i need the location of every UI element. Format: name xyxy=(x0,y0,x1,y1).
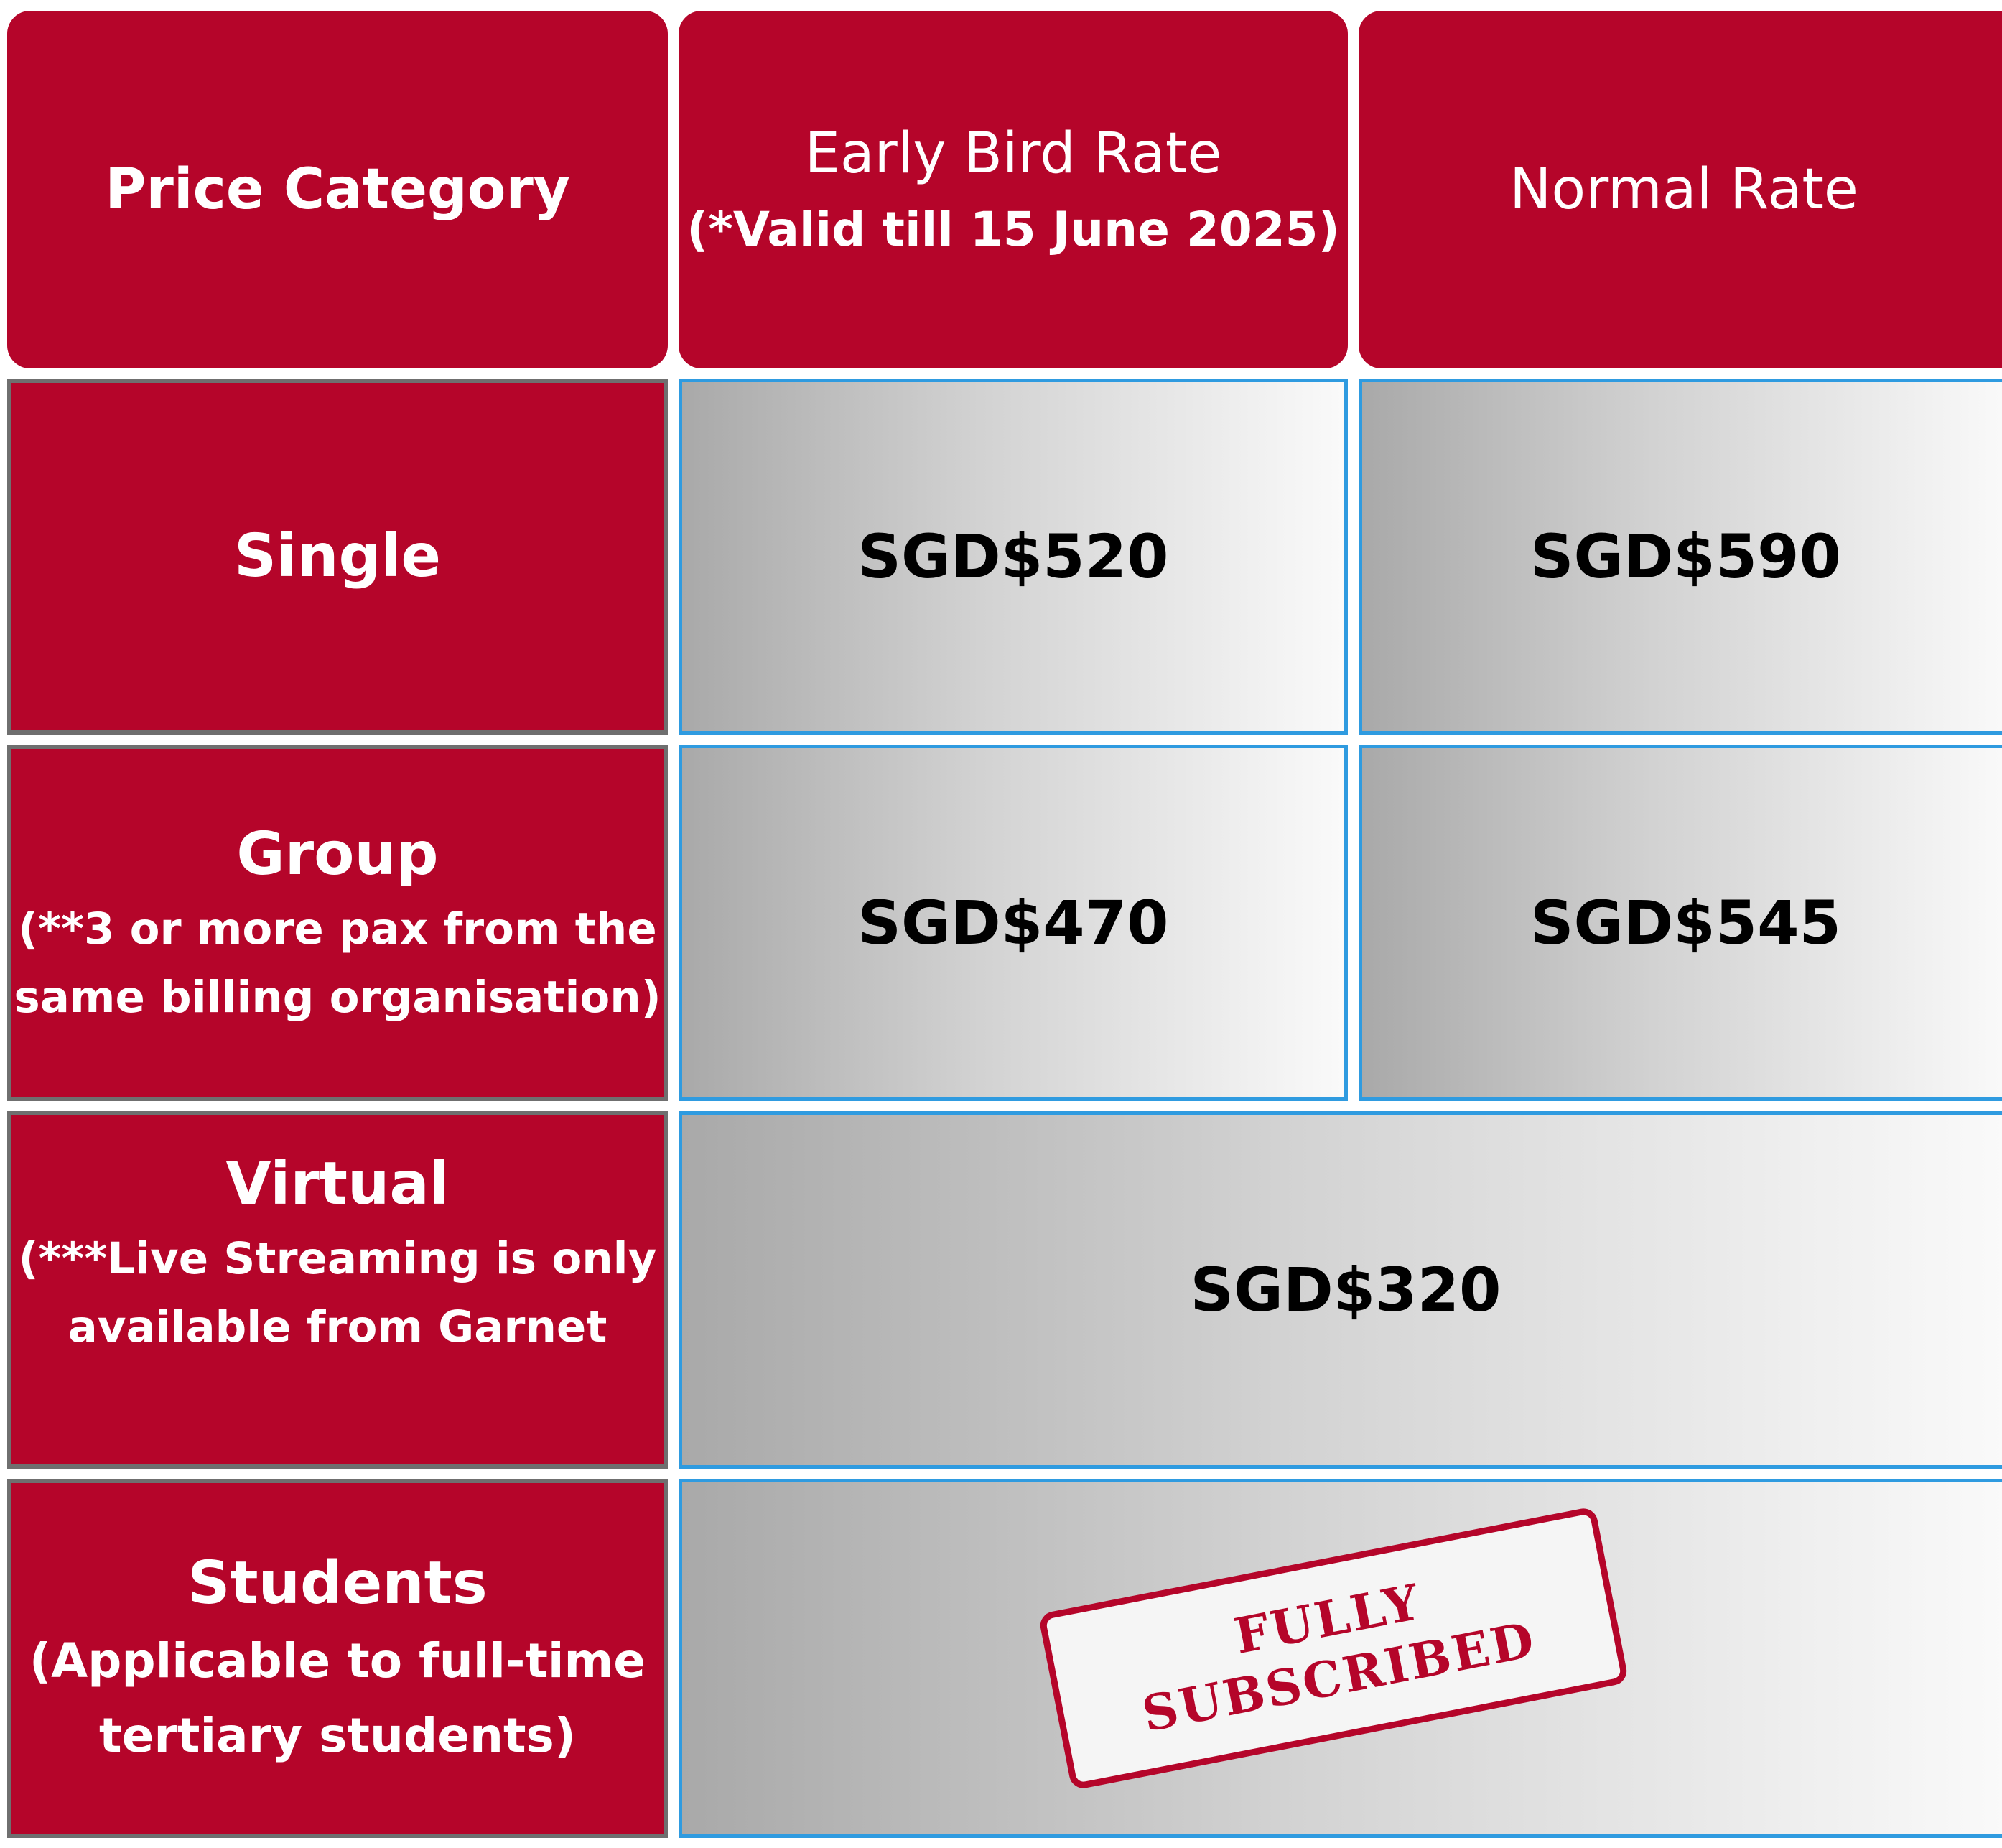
price-value: SGD$470 xyxy=(857,888,1169,958)
header-early-bird-label: Early Bird Rate xyxy=(804,121,1222,186)
price-value: SGD$545 xyxy=(1530,888,1841,958)
price-value: SGD$590 xyxy=(1530,521,1841,592)
price-value: SGD$520 xyxy=(857,521,1169,592)
header-price-category-label: Price Category xyxy=(105,157,570,222)
header-normal-label: Normal Rate xyxy=(1509,157,1858,222)
row-title: Single xyxy=(234,522,441,590)
row-note-line2: available from Garnet xyxy=(67,1301,607,1352)
price-group-normal: SGD$545 xyxy=(1359,745,2002,1101)
row-note-line2: same billing organisation) xyxy=(14,972,661,1023)
header-normal-rate: Normal Rate xyxy=(1359,11,2002,368)
row-title: Group xyxy=(236,820,439,888)
header-early-bird-rate: Early Bird Rate (*Valid till 15 June 202… xyxy=(679,11,1348,368)
row-title: Virtual xyxy=(225,1150,450,1218)
header-early-bird-note: (*Valid till 15 June 2025) xyxy=(686,202,1340,257)
row-label-single: Single xyxy=(7,379,668,735)
row-note-line1: (**3 or more pax from the xyxy=(18,904,657,955)
row-title: Students xyxy=(187,1549,488,1617)
header-price-category: Price Category xyxy=(7,11,668,368)
row-note-line2: tertiary students) xyxy=(99,1708,576,1763)
row-label-group: Group (**3 or more pax from the same bil… xyxy=(7,745,668,1101)
row-label-virtual: Virtual (***Live Streaming is only avail… xyxy=(7,1111,668,1469)
row-label-students: Students (Applicable to full-time tertia… xyxy=(7,1479,668,1838)
price-value: SGD$320 xyxy=(1190,1255,1501,1325)
price-group-early-bird: SGD$470 xyxy=(679,745,1348,1101)
row-note-line1: (***Live Streaming is only xyxy=(18,1233,657,1284)
price-single-normal: SGD$590 xyxy=(1359,379,2002,735)
price-single-early-bird: SGD$520 xyxy=(679,379,1348,735)
price-virtual: SGD$320 xyxy=(679,1111,2002,1469)
row-note-line1: (Applicable to full-time xyxy=(29,1633,646,1689)
